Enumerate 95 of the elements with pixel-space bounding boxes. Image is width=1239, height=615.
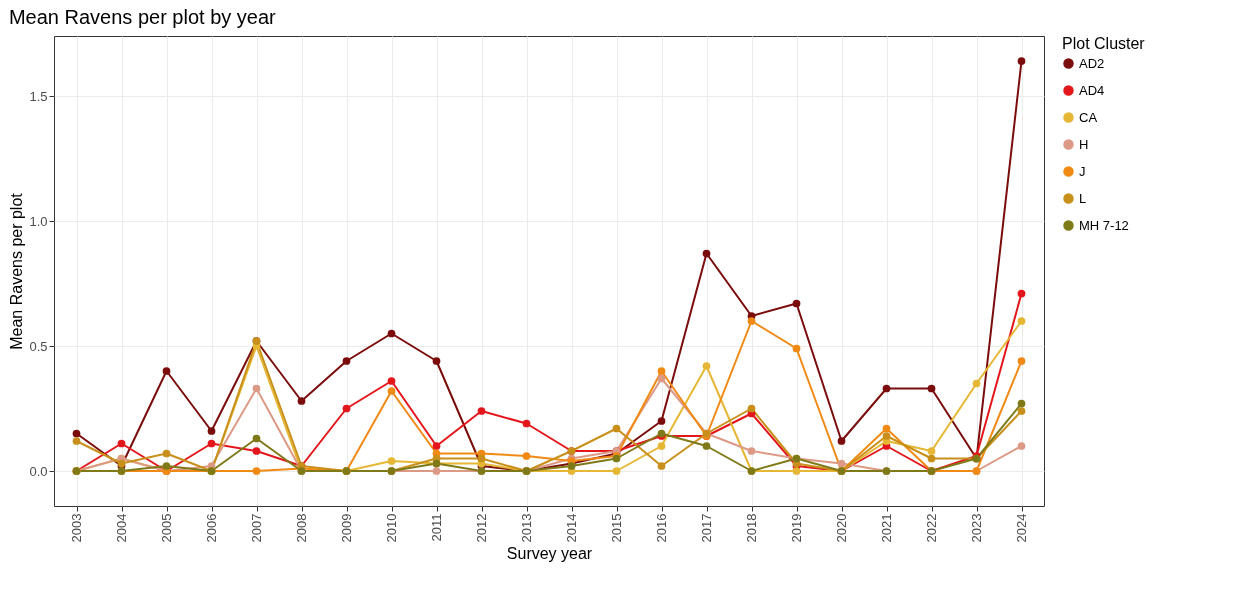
legend-label: CA: [1079, 109, 1098, 125]
point: [927, 384, 936, 393]
y-tick-label: 0.0: [29, 463, 48, 479]
x-tick-label: 2003: [69, 513, 84, 543]
x-tick-label: 2015: [609, 513, 624, 543]
x-tick-label: 2008: [294, 513, 309, 543]
point: [702, 249, 711, 258]
point: [657, 462, 666, 470]
point: [162, 449, 171, 458]
point: [522, 452, 531, 460]
point: [252, 434, 261, 443]
point: [612, 424, 621, 433]
point: [1017, 317, 1026, 325]
legend-label: J: [1079, 163, 1086, 179]
x-tick-label: 2007: [249, 513, 264, 543]
legend-title: Plot Cluster: [1062, 35, 1146, 52]
point: [252, 467, 261, 475]
x-axis-title: Survey year: [506, 545, 593, 563]
legend-label: AD2: [1079, 55, 1105, 71]
point: [432, 467, 441, 475]
x-tick-label: 2011: [429, 513, 444, 542]
legend-label: L: [1079, 190, 1087, 206]
x-tick-label: 2013: [519, 513, 534, 543]
legend-label: H: [1079, 136, 1089, 152]
x-tick-label: 2009: [339, 513, 354, 543]
point: [207, 427, 216, 435]
point: [792, 299, 801, 308]
point: [612, 467, 621, 475]
point: [792, 344, 801, 353]
x-tick-label: 2006: [204, 513, 219, 543]
x-tick-label: 2014: [564, 513, 579, 543]
point: [792, 467, 801, 475]
point: [702, 442, 711, 450]
point: [522, 419, 531, 428]
x-tick-label: 2012: [474, 513, 489, 543]
point: [72, 437, 81, 445]
point: [1017, 442, 1026, 450]
point: [432, 357, 441, 365]
point: [252, 384, 261, 393]
point: [1017, 399, 1026, 408]
point: [882, 424, 891, 433]
y-tick-label: 0.5: [29, 338, 48, 354]
x-tick-label: 2019: [789, 513, 804, 543]
point: [657, 374, 666, 383]
chart-title: Mean Ravens per plot by year: [8, 6, 277, 28]
point: [1017, 407, 1026, 415]
point: [117, 439, 126, 448]
point: [657, 417, 666, 425]
point: [207, 439, 216, 448]
point: [657, 442, 666, 450]
x-tick-label: 2005: [159, 513, 174, 543]
point: [342, 404, 351, 413]
point: [1017, 289, 1026, 298]
point: [1017, 57, 1026, 65]
x-tick-label: 2018: [744, 513, 759, 543]
legend-label: AD4: [1079, 82, 1105, 98]
point: [882, 384, 891, 393]
point: [432, 442, 441, 450]
point: [162, 367, 171, 375]
point: [927, 454, 936, 463]
x-tick-label: 2022: [924, 513, 939, 543]
point: [747, 317, 756, 325]
x-tick-label: 2004: [114, 513, 129, 543]
point: [477, 454, 486, 463]
point: [657, 367, 666, 375]
point: [837, 459, 846, 468]
point: [72, 429, 81, 438]
point: [387, 387, 396, 395]
x-tick-label: 2021: [879, 513, 894, 543]
point: [477, 407, 486, 415]
point: [837, 437, 846, 445]
x-tick-label: 2020: [834, 513, 849, 543]
x-tick-label: 2017: [699, 513, 714, 543]
point: [162, 462, 171, 470]
point: [342, 357, 351, 365]
x-tick-label: 2024: [1014, 513, 1029, 543]
point: [1017, 357, 1026, 365]
point: [747, 404, 756, 413]
point: [747, 447, 756, 455]
point: [387, 377, 396, 385]
y-axis-title: Mean Ravens per plot: [8, 192, 26, 350]
point: [252, 447, 261, 455]
point: [972, 379, 981, 388]
y-tick-label: 1.5: [29, 88, 48, 104]
x-tick-label: 2016: [654, 513, 669, 543]
point: [387, 457, 396, 465]
point: [297, 397, 306, 405]
y-tick-label: 1.0: [29, 213, 48, 229]
point: [882, 432, 891, 440]
x-tick-label: 2023: [969, 513, 984, 543]
x-tick-label: 2010: [384, 513, 399, 543]
point: [927, 447, 936, 455]
point: [387, 329, 396, 338]
legend-label: MH 7-12: [1079, 217, 1129, 233]
point: [702, 362, 711, 370]
